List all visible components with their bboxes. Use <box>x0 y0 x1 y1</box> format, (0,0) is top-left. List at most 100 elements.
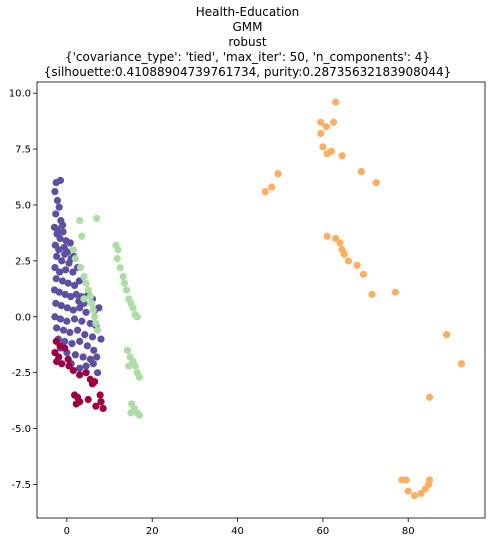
scatter-point <box>86 319 94 328</box>
scatter-point <box>404 487 412 495</box>
scatter-point <box>63 304 71 312</box>
scatter-point <box>78 317 86 325</box>
scatter-point <box>402 476 410 484</box>
y-tick-label: 2.5 <box>15 256 31 267</box>
scatter-point <box>69 366 77 375</box>
scatter-point <box>135 411 143 419</box>
scatter-point <box>59 228 67 236</box>
x-tick-label: 0 <box>64 526 70 537</box>
scatter-point <box>58 257 66 265</box>
scatter-point <box>344 257 353 265</box>
scatter-point <box>97 335 105 343</box>
scatter-point <box>61 290 69 299</box>
scatter-point <box>338 152 346 160</box>
scatter-point <box>55 203 63 211</box>
scatter-point <box>59 326 68 334</box>
scatter-point <box>68 340 76 348</box>
scatter-point <box>90 346 98 354</box>
y-tick-label: 7.5 <box>15 145 31 156</box>
scatter-point <box>329 118 338 126</box>
y-axis: -7.5 -5.0 -2.5 0.0 2.5 5.0 7.5 10.0 <box>9 89 37 491</box>
scatter-point <box>70 281 79 290</box>
points-layer <box>50 98 466 500</box>
scatter-point <box>76 371 84 379</box>
scatter-point <box>56 315 65 323</box>
scatter-point <box>69 306 77 314</box>
scatter-point <box>64 279 72 287</box>
scatter-point <box>119 272 127 281</box>
chart-title-line-5: {silhouette:0.41088904739761734, purity:… <box>43 65 452 79</box>
scatter-point <box>417 489 425 498</box>
scatter-point <box>327 147 335 155</box>
scatter-point <box>353 261 361 269</box>
scatter-point <box>93 353 101 361</box>
scatter-point <box>73 326 82 334</box>
scatter-point <box>88 299 96 307</box>
scatter-point <box>425 393 434 401</box>
scatter-point <box>336 239 344 247</box>
scatter-point <box>135 373 143 381</box>
scatter-point <box>53 252 61 260</box>
scatter-point <box>129 304 137 312</box>
scatter-point <box>131 362 139 370</box>
scatter-point <box>125 362 133 370</box>
scatter-point <box>61 250 69 258</box>
scatter-point <box>76 304 84 312</box>
scatter-point <box>322 123 330 131</box>
scatter-point <box>332 98 340 106</box>
scatter-point <box>319 143 327 151</box>
scatter-point <box>55 246 63 254</box>
scatter-point <box>340 250 348 258</box>
y-tick-label: -7.5 <box>11 480 31 491</box>
scatter-point <box>89 360 97 368</box>
scatter-point <box>93 369 102 377</box>
scatter-point <box>80 272 88 281</box>
scatter-point <box>332 234 340 243</box>
scatter-point <box>89 306 97 314</box>
chart-title-line-2: GMM <box>232 20 263 34</box>
scatter-point <box>80 295 88 303</box>
scatter-point <box>61 266 70 274</box>
scatter-point <box>66 328 74 337</box>
scatter-point <box>72 400 80 408</box>
scatter-point <box>88 333 97 341</box>
scatter-point <box>123 286 131 294</box>
scatter-point <box>372 179 380 187</box>
x-tick-label: 80 <box>402 526 415 537</box>
scatter-point <box>67 293 75 301</box>
scatter-point <box>59 221 67 229</box>
y-tick-label: 5.0 <box>15 200 31 211</box>
scatter-point <box>86 293 94 301</box>
scatter-point <box>457 360 466 368</box>
scatter-point <box>71 351 79 359</box>
scatter-point <box>76 337 84 345</box>
chart-title-line-1: Health-Education <box>195 5 300 19</box>
scatter-point <box>52 299 60 307</box>
scatter-point <box>55 288 63 296</box>
scatter-point <box>63 317 71 325</box>
y-tick-label: 0.0 <box>15 312 31 323</box>
scatter-point <box>82 308 90 316</box>
scatter-point <box>76 364 84 372</box>
scatter-point <box>91 378 99 386</box>
scatter-point <box>76 217 84 225</box>
scatter-point <box>84 395 92 404</box>
scatter-point <box>72 290 80 299</box>
scatter-point <box>75 277 83 285</box>
scatter-point <box>368 290 376 299</box>
scatter-point <box>113 255 121 263</box>
scatter-point <box>59 277 67 285</box>
scatter-point <box>61 337 69 345</box>
scatter-point <box>65 362 73 370</box>
plot-frame <box>36 81 486 519</box>
x-tick-label: 40 <box>231 526 244 537</box>
x-axis: 0 20 40 60 80 <box>64 518 415 537</box>
scatter-point <box>411 492 419 500</box>
scatter-point <box>425 476 434 484</box>
y-tick-label: -5.0 <box>11 424 31 435</box>
scatter-point <box>52 275 60 283</box>
scatter-point <box>357 167 365 176</box>
x-tick-label: 60 <box>316 526 329 537</box>
